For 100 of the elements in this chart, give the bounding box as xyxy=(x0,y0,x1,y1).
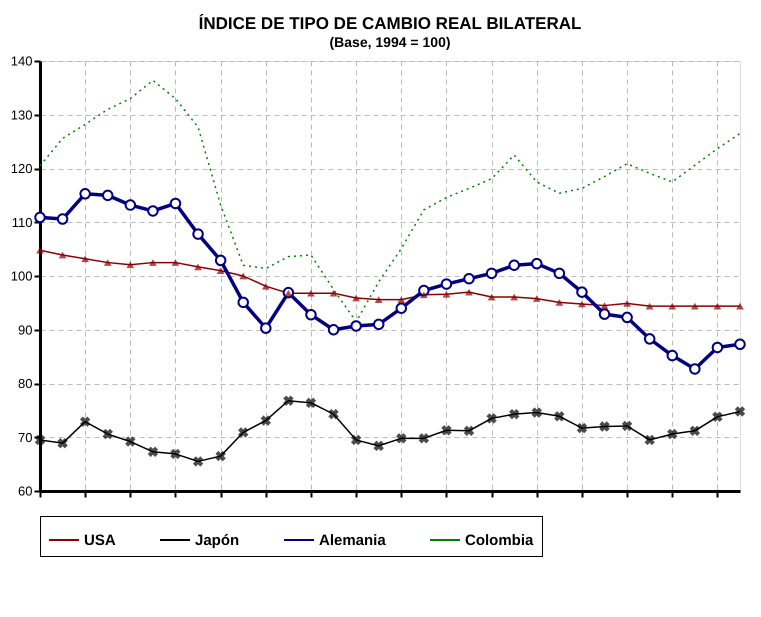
point xyxy=(576,422,588,434)
point xyxy=(306,398,316,408)
point xyxy=(396,433,406,444)
point xyxy=(486,413,497,424)
point xyxy=(192,228,204,240)
point xyxy=(149,259,157,266)
point xyxy=(578,300,586,308)
point xyxy=(734,338,746,350)
point xyxy=(440,278,452,290)
point xyxy=(215,450,226,462)
point xyxy=(79,188,91,200)
point xyxy=(124,199,136,211)
point xyxy=(148,446,158,457)
point xyxy=(621,312,633,324)
point xyxy=(622,420,632,432)
point xyxy=(599,421,610,432)
point xyxy=(420,291,428,298)
point xyxy=(668,302,676,310)
chart-title: ÍNDICE DE TIPO DE CAMBIO REAL BILATERAL xyxy=(198,13,582,33)
point xyxy=(463,272,475,284)
point xyxy=(712,342,724,354)
legend-label: Alemania xyxy=(319,532,386,549)
point xyxy=(374,296,383,304)
point xyxy=(510,294,518,300)
point xyxy=(328,324,340,336)
point xyxy=(714,302,722,310)
point xyxy=(283,396,294,406)
point xyxy=(36,246,44,254)
point xyxy=(734,406,746,417)
point xyxy=(104,259,112,266)
legend-label: Colombia xyxy=(465,532,534,549)
y-tick-label: 120 xyxy=(10,161,32,176)
point xyxy=(600,302,608,309)
legend-label: Japón xyxy=(195,532,240,549)
point xyxy=(126,261,134,268)
point xyxy=(576,286,588,298)
point xyxy=(34,212,46,224)
point xyxy=(307,290,315,297)
point xyxy=(305,308,317,320)
point xyxy=(216,267,225,274)
point xyxy=(170,198,182,210)
point xyxy=(170,448,181,460)
y-tick-label: 80 xyxy=(18,376,32,391)
point xyxy=(690,302,699,310)
point xyxy=(532,295,541,302)
point xyxy=(237,296,249,308)
point xyxy=(488,294,496,300)
point xyxy=(80,416,90,427)
point xyxy=(532,407,542,418)
legend-label: USA xyxy=(84,532,116,549)
point xyxy=(464,426,474,436)
point xyxy=(509,408,520,420)
point xyxy=(372,318,384,330)
point xyxy=(418,433,430,444)
point xyxy=(192,456,204,467)
point xyxy=(260,322,272,334)
point xyxy=(397,296,406,304)
point xyxy=(598,308,610,320)
point xyxy=(374,440,384,452)
point xyxy=(194,264,202,270)
point xyxy=(56,213,68,225)
point xyxy=(350,320,362,332)
point xyxy=(712,412,723,422)
point xyxy=(736,302,744,310)
point xyxy=(531,258,543,270)
point xyxy=(57,438,68,448)
point xyxy=(396,302,408,314)
y-tick-label: 90 xyxy=(18,322,32,338)
point xyxy=(644,434,655,446)
point xyxy=(486,268,498,280)
point xyxy=(260,415,271,426)
point xyxy=(554,411,565,422)
point xyxy=(214,254,226,266)
y-tick-label: 130 xyxy=(10,107,32,122)
point xyxy=(262,282,270,290)
point xyxy=(125,436,136,447)
chart-subtitle: (Base, 1994 = 100) xyxy=(329,34,451,50)
point xyxy=(102,190,114,202)
point xyxy=(239,272,248,280)
y-tick-label: 140 xyxy=(10,54,32,68)
point xyxy=(81,255,90,262)
point xyxy=(172,259,180,266)
point xyxy=(330,290,338,297)
point xyxy=(238,427,248,438)
point xyxy=(646,302,654,310)
point xyxy=(555,298,564,306)
point xyxy=(465,288,473,296)
point xyxy=(58,252,66,258)
point xyxy=(667,428,678,440)
point xyxy=(441,425,452,436)
point xyxy=(644,333,656,345)
point xyxy=(690,426,700,436)
point xyxy=(352,294,360,302)
y-tick-label: 100 xyxy=(10,268,32,284)
y-tick-label: 60 xyxy=(18,484,32,498)
point xyxy=(554,268,566,280)
y-tick-label: 70 xyxy=(18,430,32,445)
point xyxy=(623,300,631,307)
point xyxy=(666,350,678,362)
point xyxy=(328,408,339,420)
